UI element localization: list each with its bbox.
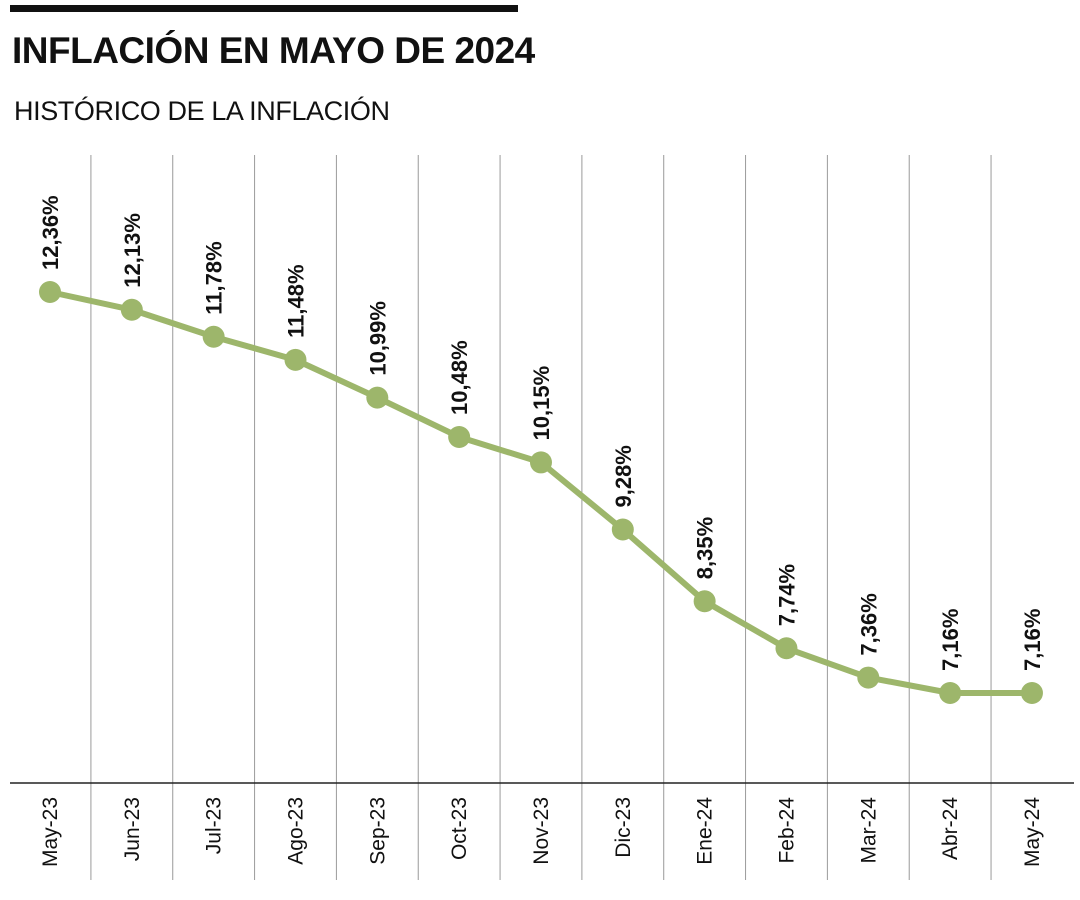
data-points [39, 281, 1043, 704]
data-label: 9,28% [611, 445, 636, 507]
data-label: 7,74% [774, 564, 799, 626]
data-label: 10,99% [365, 301, 390, 376]
x-tick-label: May-24 [1021, 797, 1044, 867]
title-rule [10, 5, 518, 12]
data-point [39, 281, 61, 303]
data-point [857, 666, 880, 689]
x-tick-label: Jun-23 [121, 797, 144, 861]
data-point [366, 386, 389, 409]
data-label: 7,16% [938, 609, 963, 671]
x-tick-label: Ago-23 [284, 797, 307, 865]
data-point [939, 682, 962, 704]
data-point [611, 518, 634, 541]
data-label: 10,15% [529, 366, 554, 441]
x-tick-label: Dic-23 [612, 797, 635, 858]
data-label: 11,48% [283, 264, 308, 337]
data-label: 7,16% [1020, 609, 1045, 671]
x-tick-label: Mar-24 [857, 797, 880, 864]
series-line [47, 289, 1035, 696]
data-label: 8,35% [693, 517, 718, 579]
data-labels: 12,36% 12,13% 11,78% 11,48% 10,99% 10,48% 10,1… [38, 195, 1045, 671]
data-point [1020, 682, 1043, 704]
data-point [202, 325, 225, 348]
data-point [120, 298, 143, 321]
x-tick-label: Nov-23 [530, 797, 553, 865]
x-tick-label: Oct-23 [448, 797, 471, 860]
data-point [529, 451, 552, 474]
data-point [448, 425, 471, 448]
data-point [693, 590, 716, 613]
x-tick-labels: May-23 Jun-23 Jul-23 Ago-23 Sep-23 Oct-23 Nov-… [39, 797, 1044, 867]
series-line-path [47, 289, 1035, 696]
data-label: 7,36% [856, 593, 881, 655]
data-point [284, 348, 307, 371]
x-tick-label: Feb-24 [775, 797, 798, 864]
x-tick-label: Sep-23 [366, 797, 389, 865]
chart-subtitle: HISTÓRICO DE LA INFLACIÓN [14, 96, 390, 126]
x-tick-label: Abr-24 [939, 797, 962, 860]
x-tick-label: May-23 [39, 797, 62, 867]
chart-title: INFLACIÓN EN MAYO DE 2024 [12, 30, 535, 71]
data-label: 11,78% [202, 241, 227, 314]
grid-lines [90, 155, 992, 880]
x-tick-label: Jul-23 [203, 797, 226, 854]
x-tick-label: Ene-24 [694, 797, 717, 865]
data-point [775, 637, 798, 660]
data-label: 12,13% [120, 213, 145, 288]
data-label: 10,48% [447, 340, 472, 415]
data-label: 12,36% [38, 195, 63, 270]
